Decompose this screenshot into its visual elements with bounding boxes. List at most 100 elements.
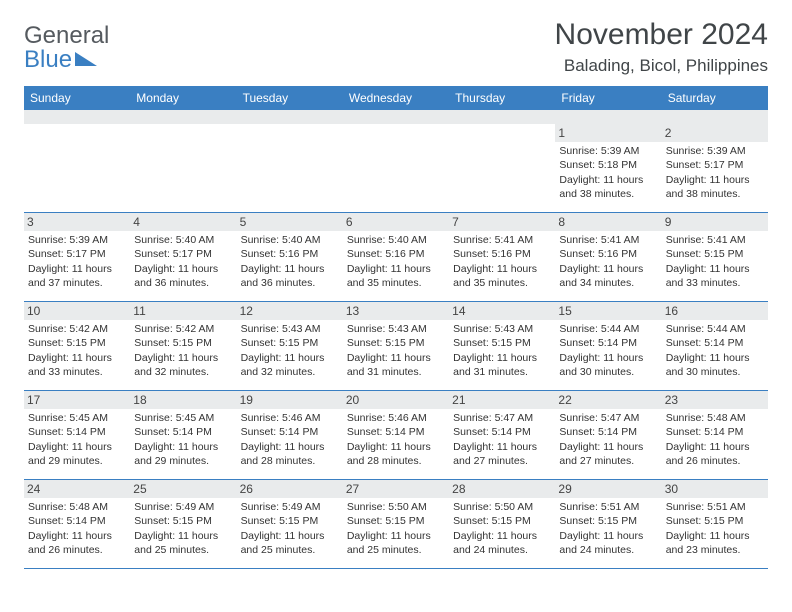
sunrise-line: Sunrise: 5:39 AM (28, 233, 126, 247)
sunset-line: Sunset: 5:16 PM (347, 247, 445, 261)
sunset-line: Sunset: 5:15 PM (666, 514, 764, 528)
sunrise-line: Sunrise: 5:51 AM (559, 500, 657, 514)
day-cell: 15Sunrise: 5:44 AMSunset: 5:14 PMDayligh… (555, 302, 661, 390)
day-number: 11 (130, 302, 236, 320)
day-cell: 5Sunrise: 5:40 AMSunset: 5:16 PMDaylight… (237, 213, 343, 301)
sunrise-line: Sunrise: 5:40 AM (241, 233, 339, 247)
day-cell: 25Sunrise: 5:49 AMSunset: 5:15 PMDayligh… (130, 480, 236, 568)
sunset-line: Sunset: 5:17 PM (666, 158, 764, 172)
sunset-line: Sunset: 5:18 PM (559, 158, 657, 172)
sunset-line: Sunset: 5:16 PM (241, 247, 339, 261)
day-cell (130, 124, 236, 212)
day-number: 2 (662, 124, 768, 142)
daylight-line: Daylight: 11 hours and 24 minutes. (453, 529, 551, 557)
sunrise-line: Sunrise: 5:44 AM (666, 322, 764, 336)
daylight-line: Daylight: 11 hours and 36 minutes. (134, 262, 232, 290)
sunset-line: Sunset: 5:14 PM (666, 336, 764, 350)
sunrise-line: Sunrise: 5:46 AM (347, 411, 445, 425)
weeks-container: 1Sunrise: 5:39 AMSunset: 5:18 PMDaylight… (24, 124, 768, 568)
day-cell: 6Sunrise: 5:40 AMSunset: 5:16 PMDaylight… (343, 213, 449, 301)
day-number: 5 (237, 213, 343, 231)
day-cell: 9Sunrise: 5:41 AMSunset: 5:15 PMDaylight… (662, 213, 768, 301)
month-title: November 2024 (555, 18, 768, 52)
sunset-line: Sunset: 5:15 PM (453, 336, 551, 350)
day-cell: 29Sunrise: 5:51 AMSunset: 5:15 PMDayligh… (555, 480, 661, 568)
day-cell (24, 124, 130, 212)
sunset-line: Sunset: 5:14 PM (28, 425, 126, 439)
sunrise-line: Sunrise: 5:48 AM (666, 411, 764, 425)
brand-name: General (24, 24, 109, 48)
day-number: 16 (662, 302, 768, 320)
sail-icon (75, 52, 97, 66)
day-cell: 28Sunrise: 5:50 AMSunset: 5:15 PMDayligh… (449, 480, 555, 568)
sunrise-line: Sunrise: 5:43 AM (453, 322, 551, 336)
day-number: 1 (555, 124, 661, 142)
daylight-line: Daylight: 11 hours and 32 minutes. (134, 351, 232, 379)
week-row: 1Sunrise: 5:39 AMSunset: 5:18 PMDaylight… (24, 124, 768, 212)
day-cell: 20Sunrise: 5:46 AMSunset: 5:14 PMDayligh… (343, 391, 449, 479)
day-number: 30 (662, 480, 768, 498)
day-cell: 2Sunrise: 5:39 AMSunset: 5:17 PMDaylight… (662, 124, 768, 212)
daylight-line: Daylight: 11 hours and 38 minutes. (559, 173, 657, 201)
daylight-line: Daylight: 11 hours and 32 minutes. (241, 351, 339, 379)
brand-sub: Blue (24, 48, 72, 72)
day-number: 15 (555, 302, 661, 320)
daylight-line: Daylight: 11 hours and 26 minutes. (28, 529, 126, 557)
day-number: 27 (343, 480, 449, 498)
daylight-line: Daylight: 11 hours and 25 minutes. (347, 529, 445, 557)
sunset-line: Sunset: 5:14 PM (347, 425, 445, 439)
week-row: 3Sunrise: 5:39 AMSunset: 5:17 PMDaylight… (24, 212, 768, 301)
sunset-line: Sunset: 5:16 PM (559, 247, 657, 261)
day-cell: 17Sunrise: 5:45 AMSunset: 5:14 PMDayligh… (24, 391, 130, 479)
sunrise-line: Sunrise: 5:39 AM (559, 144, 657, 158)
day-cell (343, 124, 449, 212)
sunrise-line: Sunrise: 5:42 AM (28, 322, 126, 336)
day-cell: 1 Sunrise: 5:39 AMSunset: 5:18 PMDaylight… (555, 124, 661, 212)
weekday-header: Sunday (24, 86, 130, 110)
sunset-line: Sunset: 5:17 PM (134, 247, 232, 261)
daylight-line: Daylight: 11 hours and 24 minutes. (559, 529, 657, 557)
daylight-line: Daylight: 11 hours and 38 minutes. (666, 173, 764, 201)
day-number: 13 (343, 302, 449, 320)
day-cell: 4Sunrise: 5:40 AMSunset: 5:17 PMDaylight… (130, 213, 236, 301)
sunrise-line: Sunrise: 5:41 AM (453, 233, 551, 247)
sunrise-line: Sunrise: 5:51 AM (666, 500, 764, 514)
day-cell: 10Sunrise: 5:42 AMSunset: 5:15 PMDayligh… (24, 302, 130, 390)
daylight-line: Daylight: 11 hours and 37 minutes. (28, 262, 126, 290)
bottom-rule (24, 568, 768, 569)
daylight-line: Daylight: 11 hours and 23 minutes. (666, 529, 764, 557)
sunrise-line: Sunrise: 5:49 AM (241, 500, 339, 514)
daylight-line: Daylight: 11 hours and 27 minutes. (559, 440, 657, 468)
sunrise-line: Sunrise: 5:43 AM (241, 322, 339, 336)
sunset-line: Sunset: 5:15 PM (134, 514, 232, 528)
sunset-line: Sunset: 5:16 PM (453, 247, 551, 261)
sunset-line: Sunset: 5:15 PM (347, 514, 445, 528)
sunrise-line: Sunrise: 5:47 AM (559, 411, 657, 425)
daylight-line: Daylight: 11 hours and 30 minutes. (559, 351, 657, 379)
daylight-line: Daylight: 11 hours and 33 minutes. (28, 351, 126, 379)
sunrise-line: Sunrise: 5:44 AM (559, 322, 657, 336)
sunset-line: Sunset: 5:15 PM (134, 336, 232, 350)
day-number: 4 (130, 213, 236, 231)
weekday-header: Thursday (449, 86, 555, 110)
sunset-line: Sunset: 5:14 PM (241, 425, 339, 439)
daylight-line: Daylight: 11 hours and 31 minutes. (347, 351, 445, 379)
daylight-line: Daylight: 11 hours and 25 minutes. (241, 529, 339, 557)
daylight-line: Daylight: 11 hours and 30 minutes. (666, 351, 764, 379)
week-row: 17Sunrise: 5:45 AMSunset: 5:14 PMDayligh… (24, 390, 768, 479)
day-number: 24 (24, 480, 130, 498)
day-number: 23 (662, 391, 768, 409)
daylight-line: Daylight: 11 hours and 34 minutes. (559, 262, 657, 290)
sunrise-line: Sunrise: 5:50 AM (347, 500, 445, 514)
day-cell: 12Sunrise: 5:43 AMSunset: 5:15 PMDayligh… (237, 302, 343, 390)
day-cell: 23Sunrise: 5:48 AMSunset: 5:14 PMDayligh… (662, 391, 768, 479)
sunrise-line: Sunrise: 5:41 AM (666, 233, 764, 247)
daylight-line: Daylight: 11 hours and 35 minutes. (453, 262, 551, 290)
sunset-line: Sunset: 5:15 PM (666, 247, 764, 261)
daylight-line: Daylight: 11 hours and 29 minutes. (28, 440, 126, 468)
day-number: 14 (449, 302, 555, 320)
daylight-line: Daylight: 11 hours and 31 minutes. (453, 351, 551, 379)
daylight-line: Daylight: 11 hours and 28 minutes. (241, 440, 339, 468)
day-cell: 26Sunrise: 5:49 AMSunset: 5:15 PMDayligh… (237, 480, 343, 568)
day-cell: 21Sunrise: 5:47 AMSunset: 5:14 PMDayligh… (449, 391, 555, 479)
